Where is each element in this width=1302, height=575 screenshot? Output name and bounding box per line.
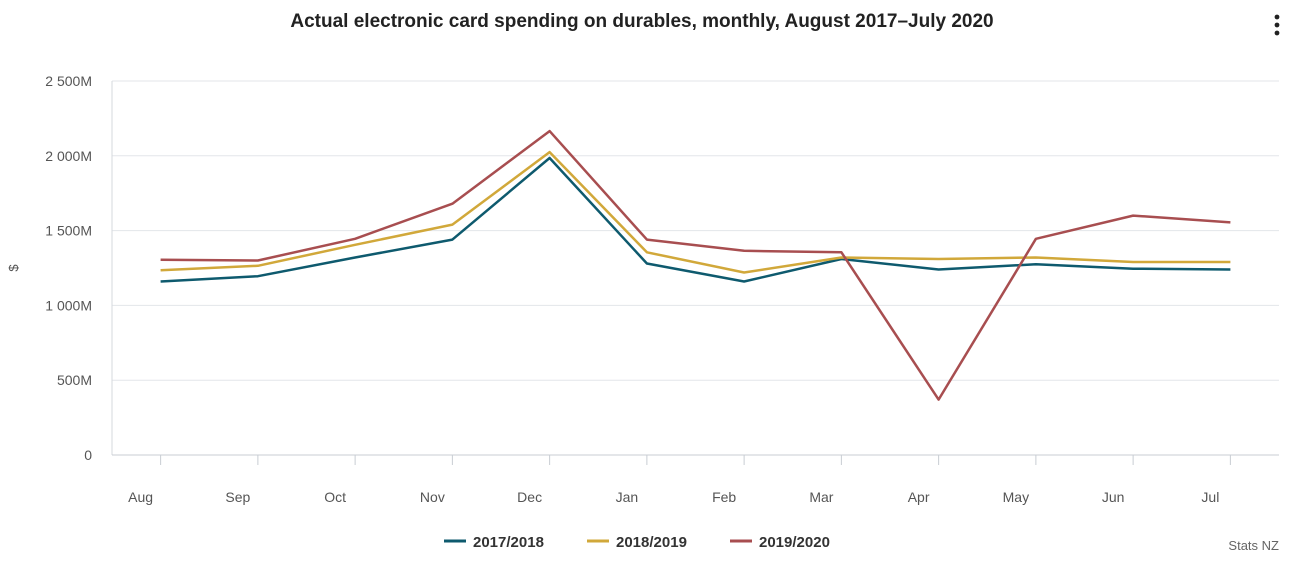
legend: 2017/2018 2018/2019 2019/2020: [444, 534, 830, 551]
x-tick-label: Dec: [517, 489, 542, 505]
legend-item-1[interactable]: 2017/2018: [444, 534, 544, 551]
more-vertical-icon-dot: [1274, 30, 1280, 36]
axes: 0 500M 1 000M 1 500M 2 000M 2 500M Aug Sep Oct No…: [45, 73, 1279, 505]
x-tick-label: Jun: [1102, 489, 1125, 505]
x-tick-label: Mar: [809, 489, 833, 505]
series-line-2[interactable]: [160, 150, 1231, 274]
chart-credit: Stats NZ: [1228, 538, 1279, 553]
x-tick-label: Sep: [225, 489, 250, 505]
series-line-1[interactable]: [160, 156, 1231, 283]
x-tick-label: May: [1003, 489, 1029, 505]
legend-label: 2017/2018: [473, 534, 544, 551]
x-tick-label: Nov: [420, 489, 445, 505]
x-tick-label: Oct: [324, 489, 346, 505]
y-tick-label: 0: [84, 447, 92, 463]
x-tick-label: Apr: [908, 489, 930, 505]
more-vertical-icon: [1274, 14, 1280, 20]
more-vertical-icon-dot: [1274, 22, 1280, 28]
y-tick-label: 500M: [57, 372, 92, 388]
y-tick-label: 2 000M: [45, 148, 92, 164]
y-tick-label: 2 500M: [45, 73, 92, 89]
y-tick-label: 1 500M: [45, 223, 92, 239]
y-tick-label: 1 000M: [45, 297, 92, 313]
legend-label: 2018/2019: [616, 534, 687, 551]
x-tick-label: Jul: [1201, 489, 1219, 505]
legend-label: 2019/2020: [759, 534, 830, 551]
x-tick-label: Jan: [616, 489, 639, 505]
y-axis-label: $: [6, 264, 21, 272]
chart-menu-button[interactable]: [1264, 10, 1290, 42]
series-line-3[interactable]: [160, 129, 1231, 401]
legend-item-3[interactable]: 2019/2020: [730, 534, 830, 551]
legend-item-2[interactable]: 2018/2019: [587, 534, 687, 551]
series: [160, 129, 1231, 401]
grid: [112, 80, 1279, 381]
x-tick-label: Feb: [712, 489, 736, 505]
chart-title: Actual electronic card spending on durab…: [290, 11, 993, 32]
x-tick-label: Aug: [128, 489, 153, 505]
